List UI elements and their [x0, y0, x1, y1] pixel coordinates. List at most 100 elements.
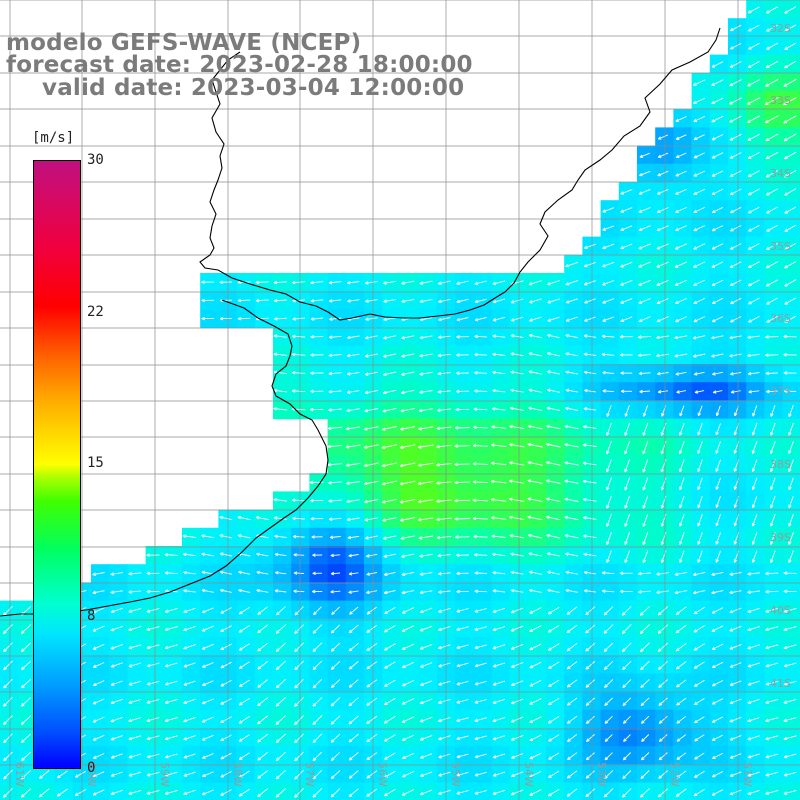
- wind-arrow: [346, 517, 360, 522]
- wind-arrow: [656, 297, 669, 304]
- wind-arrow: [237, 515, 251, 521]
- wind-arrow: [238, 588, 251, 593]
- wind-arrow: [783, 133, 797, 142]
- wind-arrow: [509, 443, 525, 448]
- wind-arrow: [402, 661, 414, 669]
- wind-arrow: [676, 697, 687, 706]
- wind-arrow: [220, 680, 232, 687]
- wind-arrow: [146, 626, 160, 632]
- wind-arrow: [293, 571, 305, 575]
- wind-arrow: [715, 459, 721, 472]
- wind-arrow: [748, 24, 760, 32]
- wind-arrow: [783, 626, 797, 632]
- wind-cell: [291, 691, 310, 711]
- wind-arrow: [729, 625, 742, 632]
- wind-arrow: [110, 662, 123, 668]
- wind-arrow: [436, 535, 452, 540]
- wind-arrow: [693, 606, 705, 615]
- colorbar-tick-label: 0: [87, 760, 96, 776]
- wind-arrow: [436, 426, 452, 431]
- wind-arrow: [729, 170, 742, 177]
- wind-arrow: [510, 370, 524, 375]
- wind-arrow: [583, 352, 597, 356]
- wind-arrow: [711, 680, 724, 687]
- wind-arrow: [697, 459, 703, 472]
- wind-arrow: [182, 534, 196, 538]
- wind-arrow: [747, 133, 761, 141]
- wind-arrow: [474, 608, 487, 613]
- wind-arrow: [292, 280, 306, 285]
- wind-arrow: [747, 607, 760, 613]
- wind-arrow: [548, 679, 560, 687]
- wind-arrow: [363, 426, 379, 431]
- wind-arrow: [529, 316, 542, 322]
- wind-arrow: [183, 552, 196, 557]
- wind-arrow: [275, 678, 286, 689]
- wind-arrow: [20, 642, 32, 653]
- wind-arrow: [328, 335, 342, 339]
- wind-arrow: [384, 625, 396, 633]
- wind-arrow: [363, 462, 379, 468]
- wind-arrow: [438, 662, 451, 668]
- wind-arrow: [399, 444, 416, 450]
- wind-arrow: [601, 334, 615, 339]
- wind-arrow: [273, 298, 287, 303]
- wind-arrow: [110, 625, 123, 632]
- wind-arrow: [527, 461, 543, 466]
- wind-arrow: [601, 589, 615, 593]
- wind-arrow: [548, 697, 560, 706]
- wind-arrow: [329, 535, 341, 540]
- wind-arrow: [715, 477, 721, 490]
- wind-arrow: [674, 243, 687, 250]
- wind-arrow: [382, 407, 397, 413]
- wind-arrow: [401, 643, 415, 650]
- wind-arrow: [583, 261, 597, 268]
- wind-arrow: [747, 625, 761, 632]
- wind-arrow: [729, 353, 742, 358]
- wind-arrow: [292, 334, 306, 339]
- wind-arrow: [383, 553, 396, 558]
- wind-arrow: [697, 405, 703, 417]
- wind-arrow: [565, 352, 578, 357]
- wind-arrow: [565, 334, 578, 339]
- wind-arrow: [381, 498, 397, 504]
- wind-arrow: [492, 334, 506, 338]
- wind-arrow: [545, 442, 561, 448]
- wind-arrow: [642, 405, 649, 417]
- wind-arrow: [583, 280, 597, 286]
- wind-arrow: [564, 515, 579, 521]
- wind-arrow: [437, 572, 451, 576]
- wind-arrow: [327, 481, 342, 485]
- wind-arrow: [679, 550, 685, 563]
- wind-arrow: [766, 279, 779, 287]
- wind-arrow: [624, 422, 631, 436]
- wind-arrow: [20, 697, 32, 707]
- wind-arrow: [583, 334, 597, 338]
- wind-arrow: [585, 642, 596, 652]
- wind-arrow: [766, 243, 778, 250]
- wind-arrow: [583, 534, 597, 539]
- wind-arrow: [639, 642, 650, 653]
- wind-arrow: [490, 461, 507, 466]
- latitude-label: 41S: [770, 677, 791, 690]
- wind-arrow: [419, 607, 433, 614]
- wind-arrow: [438, 626, 451, 632]
- wind-arrow: [238, 661, 250, 669]
- wind-arrow: [712, 371, 723, 376]
- wind-arrow: [330, 571, 341, 576]
- wind-arrow: [582, 461, 597, 466]
- wind-arrow: [693, 297, 705, 304]
- wind-arrow: [783, 644, 797, 650]
- wind-arrow: [606, 440, 612, 455]
- wind-arrow: [293, 553, 305, 557]
- wind-arrow: [765, 571, 779, 576]
- wind-arrow: [603, 660, 614, 670]
- wind-arrow: [620, 261, 633, 268]
- wind-arrow: [583, 589, 596, 593]
- wind-arrow: [418, 408, 433, 413]
- wind-arrow: [788, 550, 794, 564]
- wind-arrow: [784, 279, 797, 287]
- wind-arrow: [257, 697, 268, 707]
- wind-arrow: [273, 407, 288, 411]
- wind-arrow: [675, 642, 687, 652]
